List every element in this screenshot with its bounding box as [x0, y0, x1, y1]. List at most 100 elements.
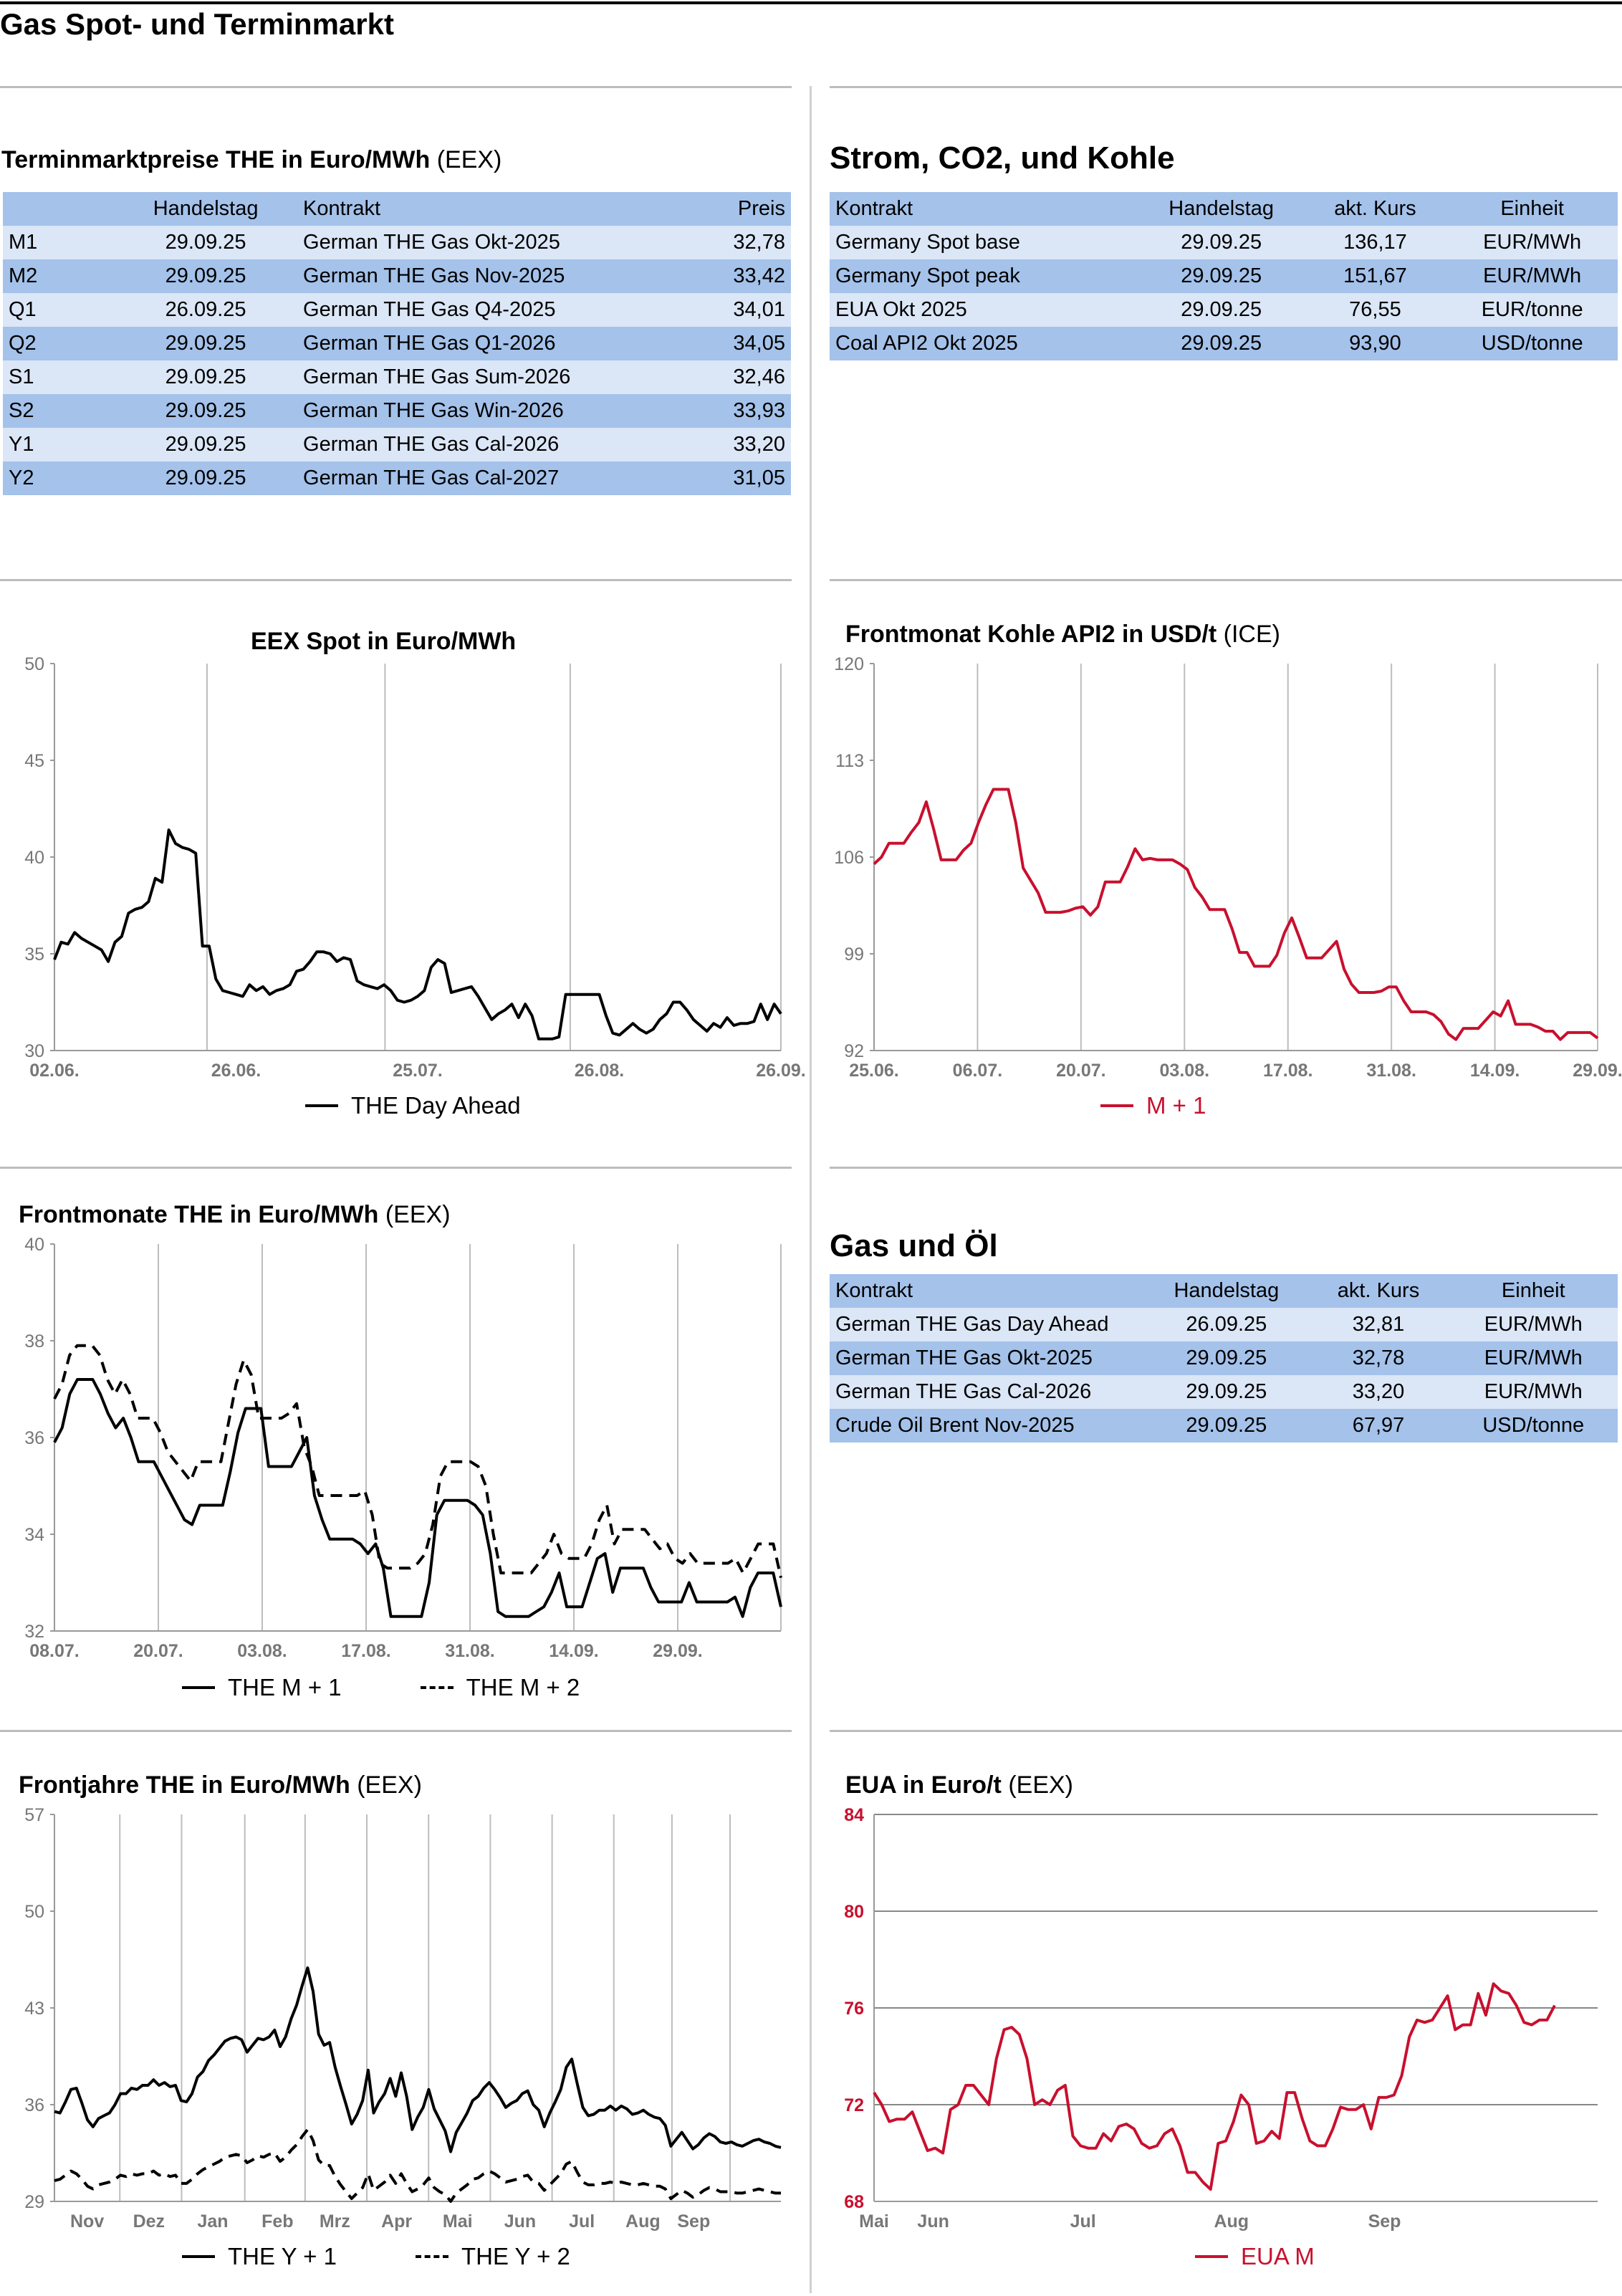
frontmonate-chart-title: Frontmonate THE in Euro/MWh (EEX): [19, 1201, 451, 1229]
x-tick-label: 20.07.: [1056, 1061, 1106, 1081]
table-cell: Crude Oil Brent Nov-2025: [830, 1409, 1146, 1443]
table-row: Y2 29.09.25 German THE Gas Cal-2027 31,05: [3, 461, 791, 495]
kohle-legend: M + 1: [1100, 1092, 1206, 1119]
table-cell: 93,90: [1303, 327, 1447, 360]
table-cell: S1: [3, 360, 115, 394]
table-cell: 32,78: [696, 226, 791, 259]
x-tick-label: 17.08.: [1263, 1061, 1313, 1081]
table-header-cell: Handelstag: [1145, 1274, 1308, 1308]
table-row: Q1 26.09.25 German THE Gas Q4-2025 34,01: [3, 293, 791, 327]
table-cell: 31,05: [696, 461, 791, 495]
table-cell: 29.09.25: [1138, 259, 1304, 293]
table-cell: German THE Gas Cal-2026: [297, 428, 697, 461]
table-cell: Coal API2 Okt 2025: [830, 327, 1139, 360]
y-tick-label: 30: [24, 1041, 44, 1061]
table-cell: 29.09.25: [1145, 1341, 1308, 1375]
strom-title: Strom, CO2, und Kohle: [830, 140, 1175, 176]
table-cell: 29.09.25: [114, 428, 298, 461]
terminmarkt-title-text: Terminmarktpreise THE in Euro/MWh: [1, 146, 431, 173]
frontmonate-chart: 32 34 36 38 40 08.07. 20.07. 03.08. 17.08. 31.08.…: [24, 1235, 782, 1661]
x-tick-label: Jul: [1070, 2211, 1096, 2232]
table-cell: Germany Spot peak: [830, 259, 1139, 293]
divider: [0, 86, 792, 88]
gasoel-title: Gas und Öl: [830, 1228, 998, 1263]
table-cell: German THE Gas Win-2026: [297, 394, 697, 428]
table-cell: 29.09.25: [1138, 226, 1304, 259]
table-cell: Y1: [3, 428, 115, 461]
y-tick-label: 29: [24, 2192, 44, 2212]
table-cell: 33,20: [1307, 1375, 1449, 1409]
spot-chart-title: EEX Spot in Euro/MWh: [251, 628, 516, 656]
y-tick-label: 32: [24, 1622, 44, 1642]
terminmarkt-table: Handelstag Kontrakt Preis M1 29.09.25 German …: [3, 192, 791, 495]
x-tick-label: Aug: [1214, 2211, 1249, 2232]
kohle-chart-title: Frontmonat Kohle API2 in USD/t (ICE): [845, 621, 1280, 649]
y-tick-label: 38: [24, 1331, 44, 1352]
table-row: German THE Gas Day Ahead 26.09.25 32,81 EUR…: [830, 1308, 1618, 1341]
column-divider: [810, 86, 812, 2293]
y-tick-label: 80: [844, 1902, 864, 1922]
table-header-cell: Handelstag: [1138, 192, 1304, 226]
frontjahre-chart-title: Frontjahre THE in Euro/MWh (EEX): [19, 1771, 422, 1799]
table-cell: 29.09.25: [114, 360, 298, 394]
x-tick-label: 02.06.: [29, 1061, 80, 1081]
y-tick-label: 99: [844, 944, 864, 965]
table-row: M1 29.09.25 German THE Gas Okt-2025 32,78: [3, 226, 791, 259]
y-tick-label: 113: [835, 751, 864, 771]
table-cell: 67,97: [1307, 1409, 1449, 1443]
frontjahre-chart-title-suffix: (EEX): [357, 1771, 422, 1799]
series-line-1: [53, 1378, 782, 1618]
table-cell: 29.09.25: [114, 461, 298, 495]
table-header-row: Kontrakt Handelstag akt. Kurs Einheit: [830, 192, 1618, 226]
x-tick-label: 31.08.: [445, 1641, 495, 1661]
table-cell: Y2: [3, 461, 115, 495]
series-line-1: [873, 1982, 1556, 2191]
table-cell: 29.09.25: [1138, 327, 1304, 360]
y-tick-label: 120: [834, 654, 864, 674]
table-cell: EUR/MWh: [1446, 259, 1618, 293]
table-cell: 29.09.25: [114, 327, 298, 360]
table-cell: Germany Spot base: [830, 226, 1139, 259]
legend-label: THE Y + 2: [461, 2243, 570, 2269]
x-tick-label: 14.09.: [1470, 1061, 1520, 1081]
x-tick-label: 29.09.: [1573, 1061, 1622, 1081]
table-row: EUA Okt 2025 29.09.25 76,55 EUR/tonne: [830, 293, 1618, 327]
table-row: German THE Gas Cal-2026 29.09.25 33,20 EUR/…: [830, 1375, 1618, 1409]
table-cell: USD/tonne: [1449, 1409, 1618, 1443]
table-cell: 29.09.25: [1138, 293, 1304, 327]
legend-label: THE Day Ahead: [351, 1092, 521, 1119]
y-tick-label: 40: [24, 1235, 44, 1255]
spot-legend: THE Day Ahead: [305, 1092, 521, 1119]
legend-line-icon: [182, 2255, 215, 2258]
table-cell: 136,17: [1303, 226, 1447, 259]
x-tick-label: Jun: [504, 2211, 536, 2232]
table-cell: 26.09.25: [1145, 1308, 1308, 1341]
x-tick-label: 14.09.: [549, 1641, 599, 1661]
table-cell: 26.09.25: [114, 293, 298, 327]
table-cell: M1: [3, 226, 115, 259]
x-tick-label: 26.06.: [211, 1061, 261, 1081]
table-row: Germany Spot base 29.09.25 136,17 EUR/MWh: [830, 226, 1618, 259]
x-tick-label: 03.08.: [1160, 1061, 1210, 1081]
y-tick-label: 40: [24, 848, 44, 868]
x-tick-label: 29.09.: [653, 1641, 703, 1661]
gasoel-table: Kontrakt Handelstag akt. Kurs Einheit German…: [830, 1274, 1618, 1443]
x-tick-label: Nov: [70, 2211, 104, 2232]
series-line-2: [53, 1344, 782, 1579]
x-tick-label: Sep: [677, 2211, 710, 2232]
x-tick-label: Jul: [569, 2211, 595, 2232]
table-cell: 34,05: [696, 327, 791, 360]
y-tick-label: 34: [24, 1525, 44, 1545]
table-header-cell: akt. Kurs: [1307, 1274, 1449, 1308]
table-cell: German THE Gas Okt-2025: [830, 1341, 1146, 1375]
legend-item: THE Y + 2: [415, 2243, 570, 2270]
legend-label: THE M + 2: [466, 1674, 580, 1701]
y-tick-label: 72: [844, 2095, 864, 2115]
kohle-chart-title-suffix: (ICE): [1223, 621, 1280, 648]
eua-chart-title-suffix: (EEX): [1008, 1771, 1073, 1799]
frontmonate-legend: THE M + 1 THE M + 2: [182, 1674, 658, 1701]
x-tick-label: 17.08.: [341, 1641, 391, 1661]
table-cell: German THE Gas Nov-2025: [297, 259, 697, 293]
table-header-cell: Preis: [696, 192, 791, 226]
eua-chart-title: EUA in Euro/t (EEX): [845, 1771, 1073, 1799]
